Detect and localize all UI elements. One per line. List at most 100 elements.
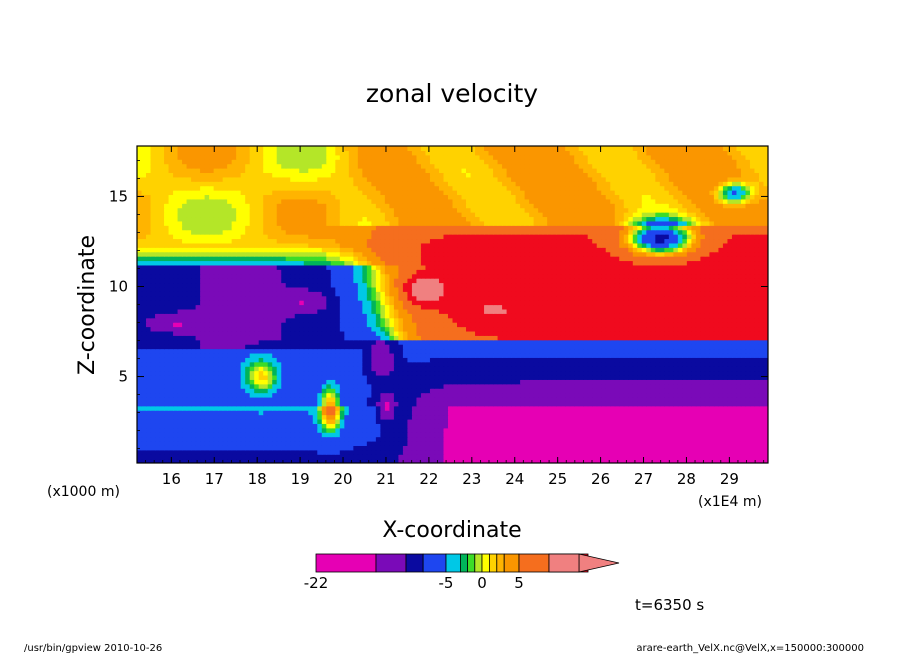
field-cell (691, 366, 697, 372)
field-cell (605, 357, 611, 363)
field-cell (330, 445, 336, 451)
field-cell (294, 317, 300, 323)
field-cell (411, 352, 418, 358)
field-cell (758, 308, 765, 314)
field-cell (294, 348, 300, 354)
field-cell (231, 352, 237, 358)
field-cell (673, 383, 679, 389)
field-cell (686, 436, 692, 442)
field-cell (299, 370, 305, 376)
field-cell (204, 388, 210, 394)
field-cell (632, 418, 638, 424)
field-cell (344, 335, 350, 341)
field-cell (754, 401, 760, 407)
field-cell (443, 339, 449, 345)
field-cell (655, 449, 661, 455)
field-cell (551, 440, 557, 446)
field-cell (141, 414, 147, 420)
field-cell (155, 436, 161, 442)
field-cell (650, 313, 656, 319)
field-cell (754, 357, 760, 363)
field-cell (619, 392, 625, 398)
field-cell (506, 410, 512, 416)
field-cell (565, 392, 571, 398)
field-cell (722, 339, 729, 345)
field-cell (673, 405, 679, 411)
field-cell (637, 335, 643, 341)
field-cell (745, 414, 751, 420)
field-cell (209, 304, 215, 310)
field-cell (416, 440, 422, 446)
field-cell (182, 370, 188, 376)
field-cell (470, 374, 476, 380)
field-cell (353, 414, 359, 420)
field-cell (141, 361, 147, 367)
field-cell (718, 396, 724, 402)
field-cell (231, 344, 237, 350)
field-cell (493, 388, 499, 394)
field-cell (524, 308, 530, 314)
field-cell (236, 383, 242, 389)
field-cell (623, 427, 629, 433)
field-cell (529, 454, 535, 460)
field-cell (393, 423, 400, 429)
field-cell (285, 348, 291, 354)
field-cell (763, 357, 768, 363)
field-cell (357, 454, 363, 460)
field-cell (659, 357, 665, 363)
field-cell (479, 383, 485, 389)
field-cell (150, 308, 156, 314)
field-cell (443, 330, 449, 336)
field-cell (218, 317, 224, 323)
field-cell (339, 401, 345, 407)
field-cell (393, 304, 400, 310)
field-cell (655, 410, 661, 416)
field-cell (673, 436, 679, 442)
field-cell (137, 317, 143, 323)
field-cell (218, 423, 224, 429)
field-cell (479, 317, 485, 323)
field-cell (312, 322, 318, 328)
field-cell (664, 317, 670, 323)
field-cell (353, 432, 359, 438)
field-cell (204, 449, 210, 455)
field-cell (664, 308, 670, 314)
field-cell (227, 401, 233, 407)
field-cell (191, 374, 197, 380)
field-cell (191, 423, 197, 429)
field-cell (610, 374, 616, 380)
field-cell (583, 401, 589, 407)
field-cell (497, 396, 503, 402)
field-cell (497, 330, 503, 336)
field-cell (263, 414, 269, 420)
field-cell (227, 339, 233, 345)
field-cell (308, 445, 314, 451)
field-cell (538, 418, 544, 424)
field-cell (475, 313, 481, 319)
field-cell (330, 313, 336, 319)
field-cell (294, 405, 300, 411)
field-cell (227, 410, 233, 416)
field-cell (299, 330, 305, 336)
field-cell (276, 440, 282, 446)
field-cell (731, 344, 738, 350)
field-cell (402, 449, 409, 455)
field-cell (727, 436, 733, 442)
field-cell (641, 432, 647, 438)
field-cell (731, 445, 738, 451)
field-cell (623, 348, 629, 354)
field-cell (245, 388, 251, 394)
field-cell (578, 361, 584, 367)
field-cell (443, 374, 449, 380)
field-cell (200, 366, 206, 372)
field-cell (452, 370, 458, 376)
field-cell (245, 379, 251, 385)
field-cell (177, 432, 183, 438)
field-cell (303, 344, 309, 350)
field-cell (389, 449, 395, 455)
field-cell (709, 322, 715, 328)
field-cell (488, 405, 494, 411)
field-cell (520, 449, 526, 455)
field-cell (497, 414, 503, 420)
field-cell (375, 401, 381, 407)
